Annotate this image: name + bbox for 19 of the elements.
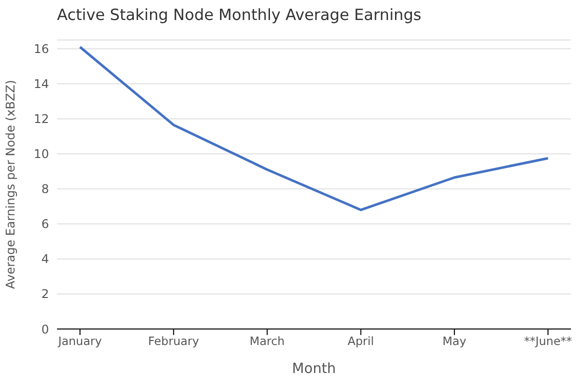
y-tick-label: 12 bbox=[34, 112, 49, 126]
x-tick-label: March bbox=[250, 334, 285, 348]
y-tick-label: 0 bbox=[41, 322, 49, 336]
x-tick-label: February bbox=[148, 334, 200, 348]
y-tick-label: 6 bbox=[41, 217, 49, 232]
y-tick-label: 8 bbox=[41, 182, 49, 196]
y-tick-label: 14 bbox=[34, 77, 49, 92]
y-tick-label: 16 bbox=[34, 42, 49, 56]
x-tick-label: April bbox=[348, 334, 374, 348]
y-axis-title: Average Earnings per Node (xBZZ) bbox=[3, 80, 18, 289]
x-tick-label: **June** bbox=[524, 334, 572, 348]
y-tick-label: 2 bbox=[41, 287, 49, 302]
x-tick-label: May bbox=[442, 334, 466, 348]
line-series bbox=[78, 46, 550, 212]
chart-title: Active Staking Node Monthly Average Earnings bbox=[57, 6, 422, 24]
y-tick-label: 4 bbox=[41, 252, 49, 266]
y-tick-label: 10 bbox=[34, 147, 49, 162]
x-axis-title: Month bbox=[292, 361, 336, 377]
x-tick-label: January bbox=[57, 334, 102, 348]
